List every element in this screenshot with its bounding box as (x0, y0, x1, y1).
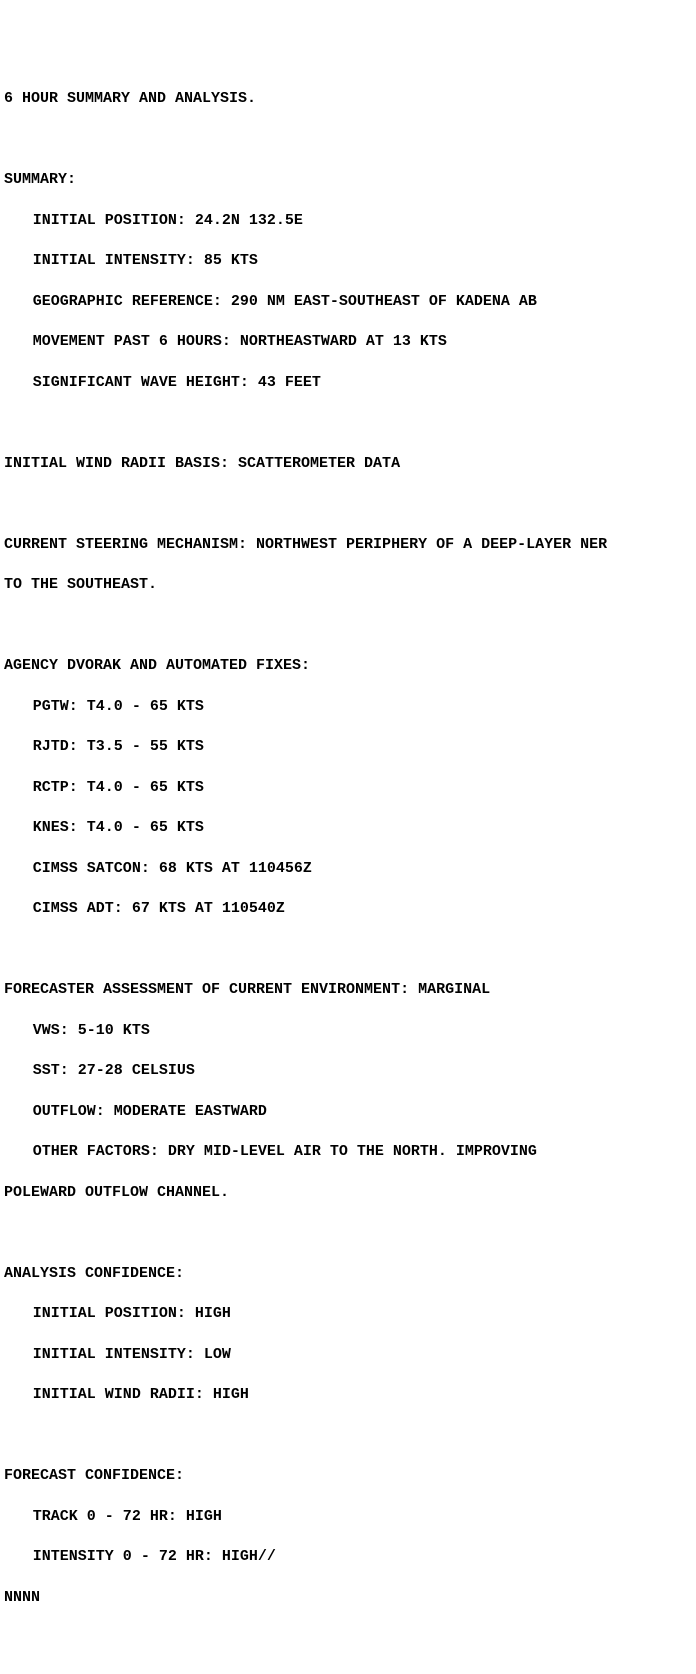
terminator: NNNN (4, 1588, 692, 1608)
blank (4, 130, 692, 150)
wind-radii-basis: INITIAL WIND RADII BASIS: SCATTEROMETER … (4, 454, 692, 474)
forecast-confidence-intensity: INTENSITY 0 - 72 HR: HIGH// (4, 1547, 692, 1567)
environment-other2: POLEWARD OUTFLOW CHANNEL. (4, 1183, 692, 1203)
blank (4, 494, 692, 514)
wave-height: SIGNIFICANT WAVE HEIGHT: 43 FEET (4, 373, 692, 393)
environment-vws: VWS: 5-10 KTS (4, 1021, 692, 1041)
analysis-confidence-intensity: INITIAL INTENSITY: LOW (4, 1345, 692, 1365)
summary-header: SUMMARY: (4, 170, 692, 190)
dvorak-rjtd: RJTD: T3.5 - 55 KTS (4, 737, 692, 757)
movement: MOVEMENT PAST 6 HOURS: NORTHEASTWARD AT … (4, 332, 692, 352)
environment-outflow: OUTFLOW: MODERATE EASTWARD (4, 1102, 692, 1122)
blank (4, 940, 692, 960)
forecast-confidence-track: TRACK 0 - 72 HR: HIGH (4, 1507, 692, 1527)
title: 6 HOUR SUMMARY AND ANALYSIS. (4, 89, 692, 109)
environment-sst: SST: 27-28 CELSIUS (4, 1061, 692, 1081)
steering-line1: CURRENT STEERING MECHANISM: NORTHWEST PE… (4, 535, 692, 555)
initial-intensity: INITIAL INTENSITY: 85 KTS (4, 251, 692, 271)
analysis-confidence-position: INITIAL POSITION: HIGH (4, 1304, 692, 1324)
analysis-confidence-wind-radii: INITIAL WIND RADII: HIGH (4, 1385, 692, 1405)
environment-other: OTHER FACTORS: DRY MID-LEVEL AIR TO THE … (4, 1142, 692, 1162)
dvorak-knes: KNES: T4.0 - 65 KTS (4, 818, 692, 838)
blank (4, 413, 692, 433)
blank (4, 1223, 692, 1243)
steering-line2: TO THE SOUTHEAST. (4, 575, 692, 595)
blank (4, 616, 692, 636)
dvorak-header: AGENCY DVORAK AND AUTOMATED FIXES: (4, 656, 692, 676)
dvorak-rctp: RCTP: T4.0 - 65 KTS (4, 778, 692, 798)
geographic-reference: GEOGRAPHIC REFERENCE: 290 NM EAST-SOUTHE… (4, 292, 692, 312)
environment-header: FORECASTER ASSESSMENT OF CURRENT ENVIRON… (4, 980, 692, 1000)
analysis-confidence-header: ANALYSIS CONFIDENCE: (4, 1264, 692, 1284)
blank (4, 1426, 692, 1446)
initial-position: INITIAL POSITION: 24.2N 132.5E (4, 211, 692, 231)
dvorak-cimss-satcon: CIMSS SATCON: 68 KTS AT 110456Z (4, 859, 692, 879)
dvorak-cimss-adt: CIMSS ADT: 67 KTS AT 110540Z (4, 899, 692, 919)
forecast-confidence-header: FORECAST CONFIDENCE: (4, 1466, 692, 1486)
dvorak-pgtw: PGTW: T4.0 - 65 KTS (4, 697, 692, 717)
